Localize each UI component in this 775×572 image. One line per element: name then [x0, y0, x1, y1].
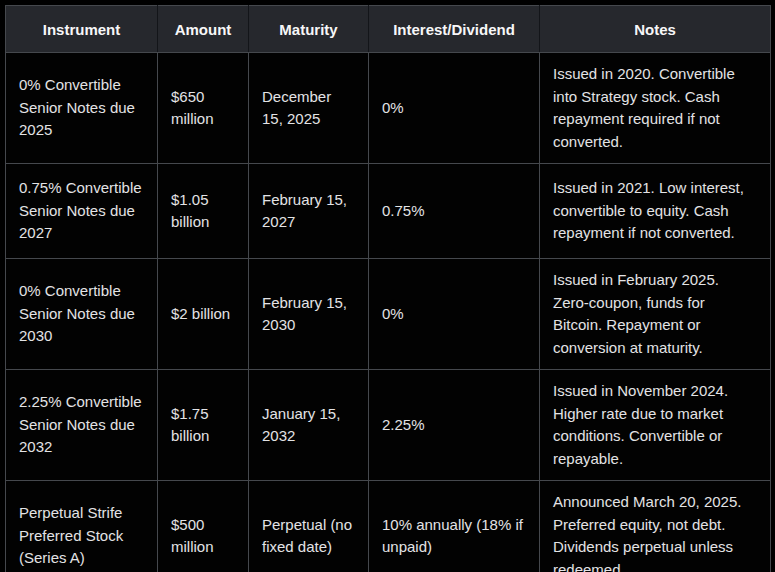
instrument-cell: 2.25% Convertible Senior Notes due 2032 [6, 370, 158, 481]
amount-cell: $2 billion [158, 259, 249, 370]
maturity-cell: February 15, 2030 [249, 259, 369, 370]
interest-dividend-cell: 10% annually (18% if unpaid) [369, 481, 540, 572]
debt-instruments-table-container: Instrument Amount Maturity Interest/Divi… [0, 0, 775, 572]
amount-cell: $650 million [158, 53, 249, 164]
table-row: 0% Convertible Senior Notes due 2025 $65… [6, 53, 771, 164]
column-header-maturity: Maturity [249, 6, 369, 53]
header-row: Instrument Amount Maturity Interest/Divi… [6, 6, 771, 53]
maturity-cell: February 15, 2027 [249, 164, 369, 259]
maturity-cell: January 15, 2032 [249, 370, 369, 481]
column-header-amount: Amount [158, 6, 249, 53]
instrument-cell: 0% Convertible Senior Notes due 2025 [6, 53, 158, 164]
instrument-cell: 0.75% Convertible Senior Notes due 2027 [6, 164, 158, 259]
amount-cell: $1.75 billion [158, 370, 249, 481]
maturity-cell: Perpetual (no fixed date) [249, 481, 369, 572]
table-row: 0% Convertible Senior Notes due 2030 $2 … [6, 259, 771, 370]
table-row: 0.75% Convertible Senior Notes due 2027 … [6, 164, 771, 259]
notes-cell: Issued in 2021. Low interest, convertibl… [540, 164, 771, 259]
interest-dividend-cell: 0.75% [369, 164, 540, 259]
amount-cell: $1.05 billion [158, 164, 249, 259]
notes-cell: Announced March 20, 2025. Preferred equi… [540, 481, 771, 572]
interest-dividend-cell: 2.25% [369, 370, 540, 481]
interest-dividend-cell: 0% [369, 259, 540, 370]
instrument-cell: Perpetual Strife Preferred Stock (Series… [6, 481, 158, 572]
column-header-instrument: Instrument [6, 6, 158, 53]
notes-cell: Issued in February 2025. Zero-coupon, fu… [540, 259, 771, 370]
notes-cell: Issued in November 2024. Higher rate due… [540, 370, 771, 481]
instrument-cell: 0% Convertible Senior Notes due 2030 [6, 259, 158, 370]
maturity-cell: December 15, 2025 [249, 53, 369, 164]
column-header-notes: Notes [540, 6, 771, 53]
table-row: Perpetual Strife Preferred Stock (Series… [6, 481, 771, 572]
notes-cell: Issued in 2020. Convertible into Strateg… [540, 53, 771, 164]
debt-instruments-table: Instrument Amount Maturity Interest/Divi… [5, 5, 771, 572]
amount-cell: $500 million [158, 481, 249, 572]
column-header-interest-dividend: Interest/Dividend [369, 6, 540, 53]
interest-dividend-cell: 0% [369, 53, 540, 164]
table-row: 2.25% Convertible Senior Notes due 2032 … [6, 370, 771, 481]
